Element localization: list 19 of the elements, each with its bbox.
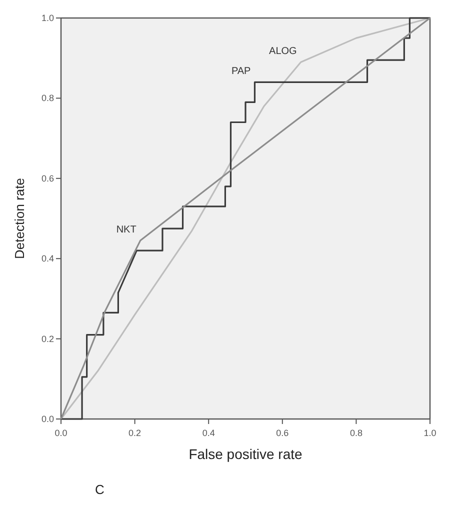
- y-tick-label: 0.4: [41, 254, 54, 264]
- text: C: [95, 482, 104, 497]
- y-tick-label: 0.2: [41, 334, 54, 344]
- series-label: NKT: [116, 224, 136, 236]
- y-tick-label: 0.6: [41, 173, 54, 184]
- x-tick-label: 0.0: [54, 428, 68, 438]
- x-tick-label: 0.2: [128, 428, 142, 438]
- x-tick-label: 0.8: [350, 428, 362, 438]
- x-tick-label: 0.6: [276, 428, 289, 438]
- x-tick-label: 0.4: [202, 428, 215, 438]
- x-tick-label: 1.0: [424, 428, 436, 438]
- line-series: [60, 17, 431, 420]
- y-axis-title: Detection rate: [12, 178, 27, 259]
- x-axis-title: False positive rate: [188, 446, 303, 462]
- series-label: ALOG: [269, 46, 298, 58]
- y-tick-label: 1.0: [41, 13, 54, 23]
- y-tick-label: 0.0: [41, 414, 54, 424]
- series-label: PAP: [231, 66, 252, 78]
- y-tick-label: 0.8: [41, 93, 54, 104]
